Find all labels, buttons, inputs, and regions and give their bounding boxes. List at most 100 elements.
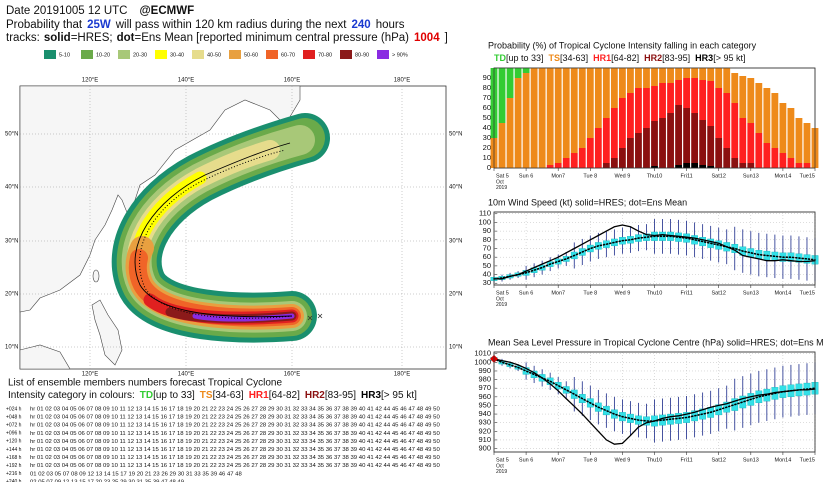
intensity-part: TD (140, 390, 153, 401)
row-label: +192 h (6, 463, 22, 469)
bar-segment (707, 166, 715, 168)
bar-segment (715, 68, 723, 88)
bar-segment (578, 68, 586, 148)
bar-segment (586, 68, 594, 138)
y-tick-label: 20 (483, 143, 491, 152)
bar-segment (739, 118, 747, 163)
x-tick-label: Mon14 (774, 457, 791, 463)
x-tick-label: Sun13 (743, 173, 759, 179)
x-tick-label: Thu10 (647, 457, 663, 463)
bar-segment (659, 118, 666, 168)
bar-segment (667, 68, 674, 83)
legend-swatch (377, 50, 389, 59)
bar-segment (747, 78, 755, 123)
x-tick-label: Wed 9 (615, 457, 631, 463)
text: dot (117, 32, 135, 44)
bar-segment (691, 68, 699, 78)
bar-segment (803, 163, 811, 168)
y-tick-label: 950 (478, 400, 491, 409)
x-tick-label: Mon14 (774, 173, 791, 179)
bar-segment (618, 148, 626, 168)
box (586, 244, 594, 253)
x-tick-label: Thu10 (647, 290, 663, 296)
bar-segment (602, 68, 610, 118)
y-tick-label: 50 (483, 113, 491, 122)
text: tracks: (6, 32, 40, 44)
bar-segment (627, 93, 634, 138)
y-tick-label: 90 (483, 73, 491, 82)
lon-label: 180°E (394, 78, 410, 84)
date-sub: 2019 (496, 302, 507, 308)
legend-name: HR1 (593, 53, 611, 63)
x-tick-label: Tue15 (800, 457, 815, 463)
bar-segment (739, 76, 747, 118)
bar-segment (643, 128, 650, 168)
row-label: +024 h (6, 406, 22, 412)
x-tick-label: Sat12 (712, 290, 726, 296)
legend-swatch (266, 50, 278, 59)
row-members: hr 01 02 03 04 05 06 07 08 09 10 11 12 1… (30, 463, 440, 469)
bar-segment (514, 68, 522, 78)
cross-marks (307, 313, 323, 321)
chart-title: 10m Wind Speed (kt) solid=HRES; dot=Ens … (488, 197, 687, 207)
lat-label: 30°N (5, 239, 18, 245)
bar-segment (683, 68, 691, 78)
bar-segment (498, 68, 506, 123)
y-tick-label: 10 (483, 153, 491, 162)
ens-mean-line (493, 235, 816, 280)
row-label: +240 h (6, 479, 22, 482)
y-tick-label: 50 (483, 261, 491, 270)
x-tick-label: Sat12 (712, 173, 726, 179)
bar-segment (771, 93, 779, 148)
text: solid (44, 32, 71, 44)
bar-segment (699, 120, 707, 165)
bar-segment (562, 68, 570, 158)
x-tick-label: Sun 6 (519, 290, 533, 296)
y-tick-label: 80 (483, 83, 491, 92)
y-tick-label: 930 (478, 418, 491, 427)
bar-segment (675, 68, 682, 80)
lon-label: 120°E (82, 78, 98, 84)
legend-label: 80-90 (355, 52, 369, 58)
lon-label: 160°E (284, 78, 300, 84)
bar-segment (522, 73, 530, 168)
y-tick-label: 40 (483, 123, 491, 132)
intensity-part: TS (200, 390, 213, 401)
row-label: +072 h (6, 423, 22, 429)
text: hours (376, 19, 405, 31)
x-tick-label: Tue15 (800, 290, 815, 296)
legend-swatch (229, 50, 241, 59)
legend-range: [34-63] (560, 53, 588, 63)
x-tick-label: Mon7 (551, 173, 565, 179)
x-tick-label: Mon14 (774, 290, 791, 296)
bar-segment (731, 103, 739, 158)
y-tick-label: 960 (478, 392, 491, 401)
text: will pass within 120 km radius during th… (115, 19, 348, 31)
lon-label: 140°E (178, 78, 194, 84)
legend-label: 30-40 (170, 52, 184, 58)
bar-segment (570, 153, 578, 168)
box (522, 367, 530, 375)
bar-segment (610, 108, 618, 158)
y-tick-label: 970 (478, 383, 491, 392)
date-sub: Oct (496, 463, 504, 469)
lat-label: 10°N (5, 345, 18, 351)
bar-segment (755, 83, 763, 133)
legend-range: [> 95 kt] (713, 53, 745, 63)
bar-segment (530, 68, 538, 168)
date-line: Date 20191005 12 UTC @ECMWF (6, 5, 194, 17)
text: =Ens Mean [reported minimum central pres… (134, 32, 409, 44)
intensity-part: HR1 (249, 390, 269, 401)
bar-segment (795, 163, 803, 168)
date-sub: 2019 (496, 185, 507, 191)
row-members: hr 01 02 03 04 05 06 07 08 09 10 11 12 1… (30, 423, 440, 429)
bar-segment (723, 68, 731, 93)
legend-range: [83-95] (662, 53, 690, 63)
x-tick-label: Sat 5 (496, 457, 509, 463)
box (715, 404, 723, 416)
bar-segment (570, 68, 578, 153)
bar-segment (546, 68, 554, 165)
legend-label: 70-80 (318, 52, 332, 58)
legend-label: 40-50 (207, 52, 221, 58)
bar-segment (803, 123, 811, 163)
